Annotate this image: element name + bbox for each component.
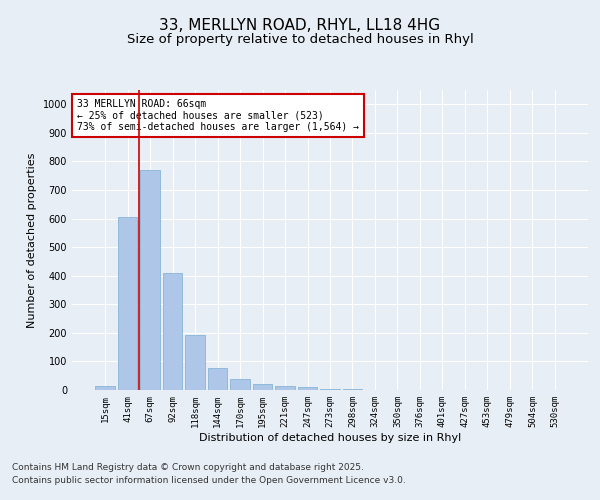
Text: Contains public sector information licensed under the Open Government Licence v3: Contains public sector information licen…	[12, 476, 406, 485]
Bar	[230, 378, 250, 390]
Bar	[95, 386, 115, 390]
Text: Contains HM Land Registry data © Crown copyright and database right 2025.: Contains HM Land Registry data © Crown c…	[12, 464, 364, 472]
Text: 33, MERLLYN ROAD, RHYL, LL18 4HG: 33, MERLLYN ROAD, RHYL, LL18 4HG	[160, 18, 440, 32]
Bar	[320, 388, 340, 390]
Text: 33 MERLLYN ROAD: 66sqm
← 25% of detached houses are smaller (523)
73% of semi-de: 33 MERLLYN ROAD: 66sqm ← 25% of detached…	[77, 99, 359, 132]
Bar	[343, 389, 362, 390]
X-axis label: Distribution of detached houses by size in Rhyl: Distribution of detached houses by size …	[199, 432, 461, 442]
Bar	[140, 170, 160, 390]
Bar	[163, 273, 182, 390]
Bar	[275, 386, 295, 390]
Y-axis label: Number of detached properties: Number of detached properties	[27, 152, 37, 328]
Bar	[118, 217, 137, 390]
Bar	[298, 387, 317, 390]
Text: Size of property relative to detached houses in Rhyl: Size of property relative to detached ho…	[127, 32, 473, 46]
Bar	[185, 335, 205, 390]
Bar	[208, 368, 227, 390]
Bar	[253, 384, 272, 390]
